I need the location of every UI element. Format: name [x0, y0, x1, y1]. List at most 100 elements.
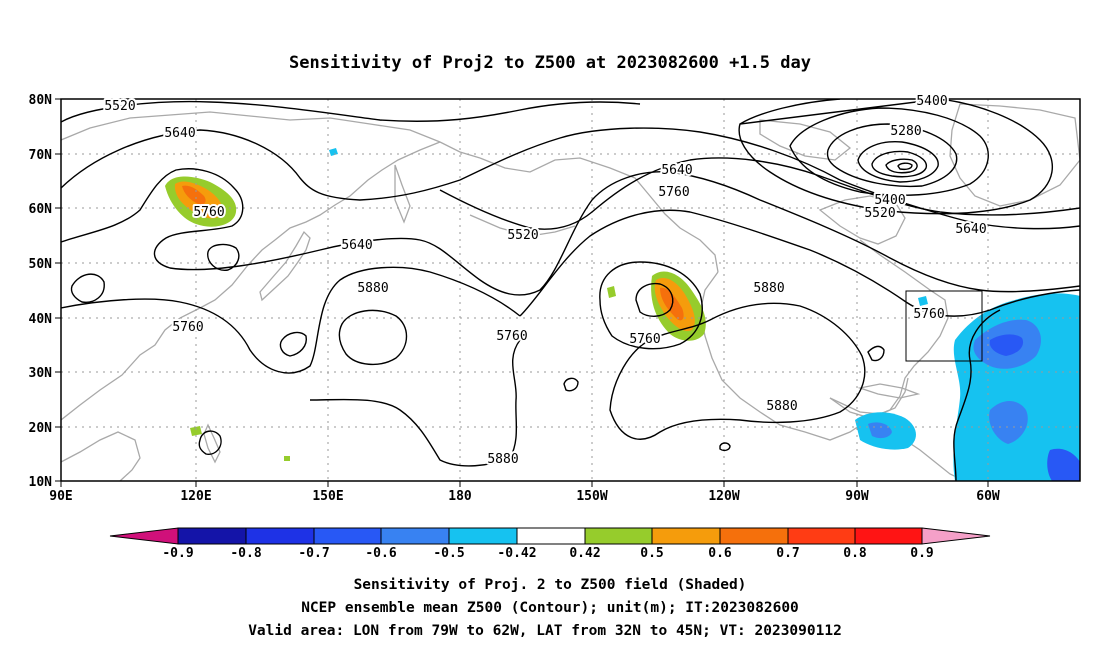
- coastline-kamchatka: [394, 164, 411, 224]
- shade-negative-dot-1: [329, 148, 338, 156]
- contour-small-3: [198, 430, 222, 455]
- coastline-alaska: [479, 157, 719, 273]
- map-frame: [60, 98, 1081, 482]
- colorbar-cell: [448, 527, 518, 545]
- colorbar-label: -0.6: [365, 546, 396, 561]
- coastline-north-america-west: [699, 271, 866, 441]
- colorbar-label: 0.7: [776, 546, 799, 561]
- lon-label: 150E: [312, 489, 343, 504]
- contour-low-greenland-2: [789, 107, 989, 196]
- contour-label: 5880: [753, 281, 784, 296]
- contour-low-greenland-3: [826, 123, 958, 188]
- contour-5880-mid: [61, 266, 521, 374]
- latitude-labels: 80N 70N 60N 50N 40N 30N 20N 10N: [29, 93, 53, 490]
- contour-label: 5760: [629, 332, 660, 347]
- lat-label: 40N: [29, 312, 53, 327]
- coastline-japan: [259, 230, 311, 302]
- lon-label: 180: [448, 489, 472, 504]
- colorbar-cell: [719, 527, 789, 545]
- colorbar-label: -0.8: [230, 546, 261, 561]
- contour-label: 5520: [864, 206, 895, 221]
- contour-label: 5280: [890, 124, 921, 139]
- colorbar: -0.9 -0.8 -0.7 -0.6 -0.5 -0.42 0.42 0.5 …: [109, 527, 991, 561]
- contour-label: 5880: [357, 281, 388, 296]
- caption-line-1: Sensitivity of Proj. 2 to Z500 field (Sh…: [354, 577, 747, 593]
- valid-area-box: [905, 290, 983, 362]
- colorbar-label: -0.9: [162, 546, 193, 561]
- contour-high-pacific: [338, 309, 408, 365]
- contour-gulf-5880: [867, 345, 885, 362]
- colorbar-label: -0.7: [298, 546, 329, 561]
- colorbar-cell: [584, 527, 653, 545]
- colorbar-cell-min-arrow: [109, 527, 179, 545]
- shade-positive-east-asia-max: [182, 185, 206, 205]
- contour-label: 5400: [874, 193, 905, 208]
- coastline-cuba: [857, 383, 921, 399]
- contour-low-greenland-4: [857, 141, 939, 183]
- lon-label: 60W: [976, 489, 1000, 504]
- lon-label: 120W: [708, 489, 739, 504]
- colorbar-cells: [109, 527, 991, 545]
- coastline-indochina: [61, 431, 141, 481]
- contour-label: 5520: [507, 228, 538, 243]
- lon-label: 150W: [576, 489, 607, 504]
- contour-5520-north: [61, 100, 641, 123]
- contour-label: 5400: [916, 94, 947, 109]
- lat-label: 50N: [29, 257, 53, 272]
- caption-line-2: NCEP ensemble mean Z500 (Contour); unit(…: [301, 600, 799, 616]
- figure-title: Sensitivity of Proj2 to Z500 at 20230826…: [289, 53, 811, 73]
- shade-negative-dot-2: [918, 296, 928, 306]
- shade-negative-atlantic-south: [989, 401, 1028, 444]
- colorbar-cell: [651, 527, 721, 545]
- contour-atlantic-5880: [953, 309, 1001, 481]
- colorbar-cell-max-arrow: [921, 527, 991, 545]
- shade-positive-dot-3: [284, 456, 290, 461]
- contour-5760-pacific: [519, 209, 1080, 317]
- contour-small-japan: [279, 331, 307, 357]
- contour-label: 5520: [104, 99, 135, 114]
- colorbar-label: 0.9: [910, 546, 933, 561]
- lon-label: 90W: [845, 489, 869, 504]
- contour-label: 5760: [913, 307, 944, 322]
- shaded-negative-areas: [329, 148, 1080, 481]
- colorbar-label: -0.5: [433, 546, 464, 561]
- colorbar-cell: [245, 527, 315, 545]
- contour-5520-trough: [439, 157, 1080, 230]
- shade-positive-dot-2: [607, 286, 616, 298]
- contour-small-1: [70, 273, 105, 303]
- colorbar-label: 0.42: [569, 546, 600, 561]
- lat-label: 60N: [29, 202, 53, 217]
- colorbar-cell: [380, 527, 450, 545]
- contour-label: 5640: [661, 163, 692, 178]
- coastline-asia-north: [61, 111, 481, 159]
- coastline-gulf-florida: [829, 377, 909, 415]
- coastline-aleutians: [469, 214, 576, 237]
- contour-5640-west: [61, 127, 1080, 230]
- shade-negative-caribbean-core: [868, 422, 892, 439]
- colorbar-label: 0.8: [843, 546, 867, 561]
- contour-label: 5880: [766, 399, 797, 414]
- lon-label: 90E: [49, 489, 72, 504]
- colorbar-cell: [854, 527, 923, 545]
- contour-low-greenland-5: [871, 150, 928, 178]
- shade-negative-atlantic-east: [1047, 448, 1080, 481]
- contour-label: 5760: [193, 205, 224, 220]
- coastline-asia-east: [61, 141, 441, 421]
- colorbar-label: 0.6: [708, 546, 732, 561]
- contour-label: 5640: [955, 222, 986, 237]
- graticule: [61, 99, 1080, 481]
- colorbar-label: 0.5: [640, 546, 663, 561]
- lat-label: 70N: [29, 148, 53, 163]
- contour-5880-south: [309, 339, 521, 467]
- colorbar-cell: [313, 527, 382, 545]
- lat-label: 10N: [29, 475, 53, 490]
- contour-low-greenland-6: [885, 158, 918, 174]
- colorbar-label: -0.42: [497, 546, 536, 561]
- contour-low-asia: [207, 243, 240, 271]
- colorbar-cell: [177, 527, 247, 545]
- contour-low-pacific-outer: [599, 261, 703, 350]
- contour-small-2: [563, 377, 579, 392]
- colorbar-cell: [787, 527, 856, 545]
- contour-low-greenland-1: [738, 99, 1054, 215]
